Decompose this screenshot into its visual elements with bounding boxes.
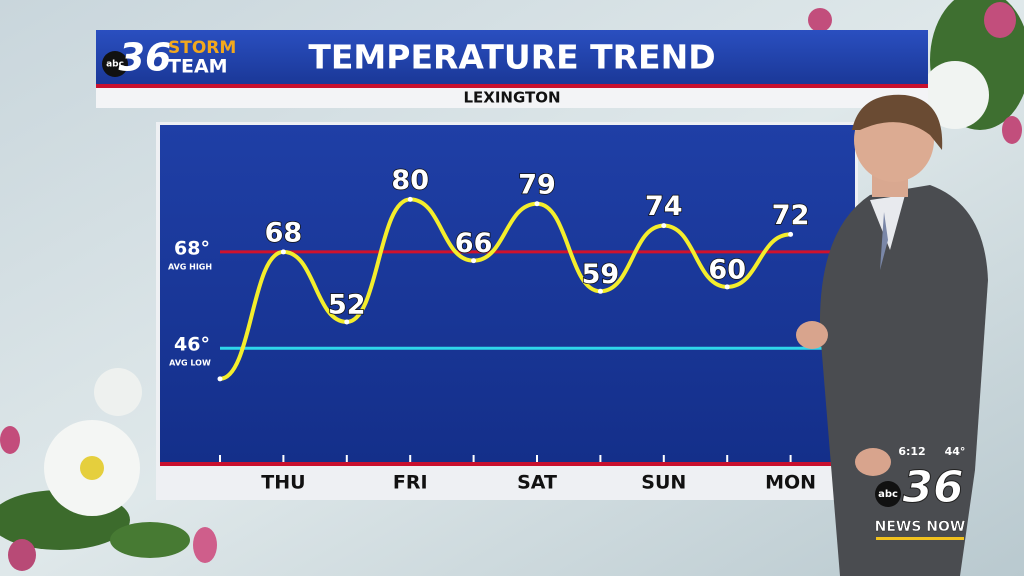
- station-bug: 6:12 44° abc 36 NEWS NOW: [874, 445, 966, 540]
- logo-number: 36: [119, 36, 172, 80]
- value-label: 66: [455, 228, 493, 259]
- axis-stripe: [160, 462, 855, 466]
- reference-label: 68°: [174, 237, 210, 259]
- reference-note: AVG HIGH: [168, 262, 212, 271]
- value-label: 74: [645, 191, 683, 222]
- point: [788, 231, 794, 237]
- x-tick-label: SAT: [517, 472, 557, 494]
- point: [280, 249, 286, 255]
- flowers-left: [0, 368, 217, 571]
- temperature-line: [219, 197, 791, 381]
- plot-area: [160, 125, 855, 462]
- x-tick-label: MON: [765, 472, 816, 494]
- value-label: 60: [708, 254, 746, 285]
- bug-tagline: NEWS NOW: [875, 519, 966, 535]
- value-label: 72: [772, 200, 810, 231]
- x-tick-label: SUN: [641, 472, 686, 494]
- value-label: 68: [265, 217, 303, 248]
- header: abc 36 STORM TEAM TEMPERATURE TREND LEXI…: [96, 30, 928, 108]
- bug-time: 6:12: [898, 445, 925, 458]
- bug-number: 36: [902, 462, 963, 513]
- reference-note: AVG LOW: [169, 359, 211, 368]
- reference-label: 46°: [174, 334, 210, 356]
- value-label: 59: [582, 259, 620, 290]
- point: [344, 319, 350, 325]
- x-tick-label: FRI: [393, 472, 428, 494]
- point: [661, 223, 667, 229]
- logo-network: abc: [106, 60, 124, 70]
- point: [407, 196, 413, 202]
- chart-subtitle: LEXINGTON: [463, 89, 560, 107]
- point: [217, 376, 223, 382]
- x-tick-label: THU: [261, 472, 305, 494]
- point: [471, 258, 477, 264]
- value-label: 79: [518, 169, 556, 200]
- point: [724, 284, 730, 290]
- value-label: 80: [391, 165, 429, 196]
- point: [534, 201, 540, 207]
- flowers-right: [808, 0, 1024, 144]
- value-label: 52: [328, 289, 366, 320]
- point: [597, 288, 603, 294]
- chart-title: TEMPERATURE TREND: [308, 38, 715, 77]
- logo-line1: STORM: [168, 38, 236, 58]
- presenter: [796, 94, 988, 576]
- bug-temp: 44°: [945, 445, 966, 458]
- logo-line2: TEAM: [168, 56, 228, 78]
- bug-network: abc: [878, 489, 898, 500]
- chart: 68° AVG HIGH 46° AVG LOW THU FRI SAT SUN MON 68 52…: [168, 164, 855, 494]
